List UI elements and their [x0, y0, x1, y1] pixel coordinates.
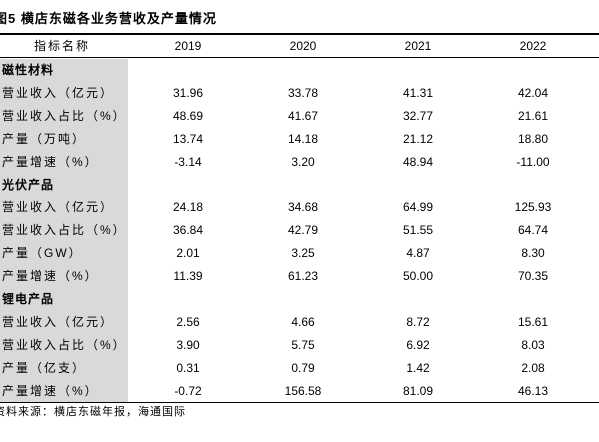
section-label: 光伏产品 [2, 177, 55, 192]
cell-value: 2.01 [176, 246, 200, 261]
cell-value: 15.61 [517, 314, 549, 329]
section-label: 磁性材料 [2, 63, 55, 77]
cell-value: 31.96 [172, 85, 204, 100]
cell-value: 41.31 [402, 85, 434, 100]
cell-value: -0.72 [174, 383, 202, 398]
label-column-shade [0, 59, 128, 402]
cell-value: 51.55 [402, 223, 434, 238]
cell-value: -3.14 [174, 154, 202, 169]
cell-value: 70.35 [517, 269, 549, 284]
cell-value: 2.08 [521, 360, 545, 375]
cell-value: 125.93 [514, 200, 552, 215]
cell-value: 6.92 [406, 337, 430, 352]
top-rule [0, 33, 599, 35]
row-label: 产量增速（%） [2, 383, 99, 398]
row-label: 产量（GW） [2, 246, 83, 261]
cell-value: 13.74 [172, 131, 204, 146]
header-rule [0, 57, 599, 58]
cell-value: 4.66 [291, 314, 315, 329]
cell-value: 64.74 [517, 223, 549, 238]
cell-value: 1.42 [406, 360, 430, 375]
cell-value: 8.72 [406, 314, 430, 329]
row-label: 营业收入占比（%） [2, 108, 127, 123]
row-label: 营业收入（亿元） [2, 200, 115, 215]
cell-value: 2.56 [176, 314, 200, 329]
cell-value: 64.99 [402, 200, 434, 215]
cell-value: 3.90 [176, 337, 200, 352]
header-cell: 2019 [174, 39, 202, 53]
cell-value: 3.20 [291, 154, 315, 169]
row-label: 营业收入占比（%） [2, 337, 127, 352]
cell-value: 34.68 [287, 200, 319, 215]
cell-value: 36.84 [172, 223, 204, 238]
cell-value: 33.78 [287, 85, 319, 100]
cell-value: 11.39 [173, 269, 203, 284]
cell-value: 14.18 [287, 131, 319, 146]
cell-value: 41.67 [287, 108, 319, 123]
header-cell: 2020 [289, 39, 317, 53]
cell-value: 61.23 [287, 269, 319, 284]
cell-value: 48.94 [402, 154, 434, 169]
cell-value: 50.00 [402, 269, 434, 284]
row-label: 产量（亿支） [2, 360, 87, 375]
row-label: 营业收入（亿元） [2, 85, 115, 100]
cell-value: 8.03 [521, 337, 545, 352]
row-label: 产量（万吨） [2, 131, 87, 146]
cell-value: 8.30 [521, 246, 545, 261]
cell-value: -11.00 [516, 154, 550, 169]
section-label: 锂电产品 [2, 292, 55, 306]
cell-value: 81.09 [402, 383, 434, 398]
cell-value: 24.18 [172, 200, 204, 215]
cell-value: 4.87 [406, 246, 430, 261]
cell-value: 46.13 [517, 383, 549, 398]
source-note: 资料来源：横店东磁年报，海通国际 [0, 406, 186, 418]
row-label: 营业收入占比（%） [2, 223, 127, 238]
header-cell: 2021 [404, 39, 432, 53]
cell-value: 42.04 [517, 85, 549, 100]
cell-value: 48.69 [172, 108, 204, 123]
cell-value: 32.77 [402, 108, 434, 123]
cell-value: 5.75 [291, 337, 315, 352]
row-label: 产量增速（%） [2, 269, 99, 284]
bottom-rule [0, 402, 599, 403]
cell-value: 0.31 [176, 360, 200, 375]
cell-value: 0.79 [291, 360, 315, 375]
header-cell: 2022 [519, 39, 547, 53]
cell-value: 18.80 [517, 131, 549, 146]
cell-value: 156.58 [284, 383, 322, 398]
title: 图5 横店东磁各业务营收及产量情况 [0, 11, 217, 26]
header-cell: 指标名称 [33, 39, 90, 53]
cell-value: 21.61 [517, 108, 549, 123]
cell-value: 21.12 [402, 131, 434, 146]
cell-value: 42.79 [287, 223, 319, 238]
row-label: 营业收入（亿元） [2, 314, 115, 329]
row-label: 产量增速（%） [2, 154, 99, 169]
cell-value: 3.25 [291, 246, 315, 261]
